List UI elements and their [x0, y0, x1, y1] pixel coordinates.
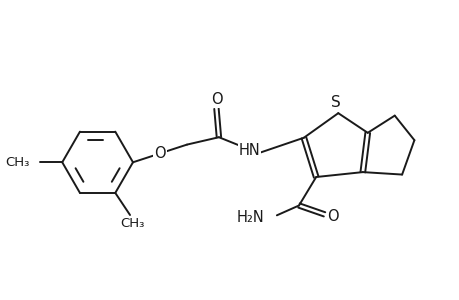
Text: O: O — [327, 209, 338, 224]
Text: CH₃: CH₃ — [5, 156, 29, 169]
Text: CH₃: CH₃ — [120, 217, 145, 230]
Text: S: S — [331, 95, 341, 110]
Text: HN: HN — [238, 143, 260, 158]
Text: H₂N: H₂N — [236, 210, 264, 225]
Text: O: O — [210, 92, 222, 107]
Text: O: O — [154, 146, 165, 161]
